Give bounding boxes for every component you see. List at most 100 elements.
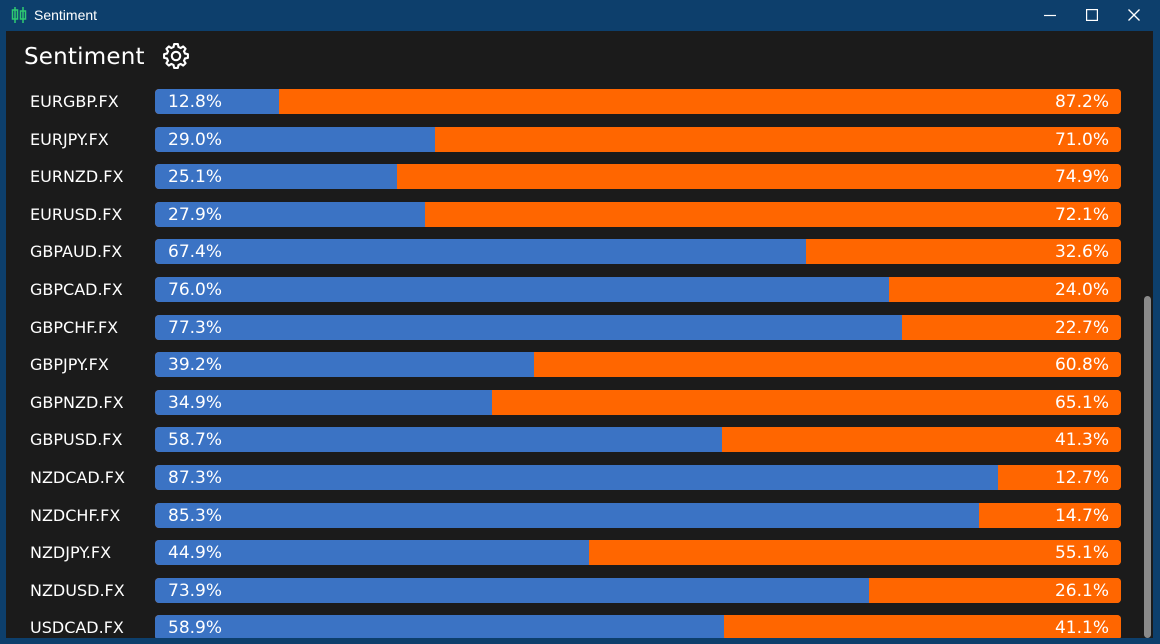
symbol-label: NZDUSD.FX [30, 581, 125, 600]
sentiment-bar[interactable]: 44.9% 55.1% [155, 540, 1121, 565]
sentiment-row: GBPJPY.FX 39.2% 60.8% [6, 352, 1136, 378]
sentiment-row: GBPAUD.FX 67.4% 32.6% [6, 239, 1136, 265]
minimize-icon [1044, 14, 1056, 17]
sentiment-bar[interactable]: 87.3% 12.7% [155, 465, 1121, 490]
short-fill [492, 390, 1121, 415]
long-fill [155, 277, 890, 302]
symbol-label: NZDCHF.FX [30, 506, 121, 525]
long-fill [155, 503, 979, 528]
sentiment-panel: Sentiment EURGBP.FX 12.8% 87.2% EURJPY.FX 29… [6, 31, 1153, 638]
short-fill [533, 352, 1121, 377]
short-fill [868, 578, 1121, 603]
long-percent-label: 76.0% [168, 280, 223, 300]
sentiment-row: GBPCAD.FX 76.0% 24.0% [6, 277, 1136, 303]
maximize-button[interactable] [1069, 0, 1115, 31]
symbol-label: EURNZD.FX [30, 167, 124, 186]
title-bar[interactable]: Sentiment [0, 0, 1160, 31]
short-percent-label: 22.7% [1054, 318, 1109, 338]
symbol-label: EURGBP.FX [30, 92, 119, 111]
symbol-label: USDCAD.FX [30, 618, 124, 637]
sentiment-row: EURUSD.FX 27.9% 72.1% [6, 202, 1136, 228]
long-fill [155, 427, 723, 452]
short-percent-label: 87.2% [1054, 92, 1109, 112]
sentiment-row: NZDCAD.FX 87.3% 12.7% [6, 465, 1136, 491]
short-percent-label: 32.6% [1054, 242, 1109, 262]
sentiment-row: USDCAD.FX 58.9% 41.1% [6, 615, 1136, 638]
page-title: Sentiment [24, 44, 145, 70]
sentiment-bar[interactable]: 12.8% 87.2% [155, 89, 1121, 114]
long-percent-label: 34.9% [168, 393, 223, 413]
sentiment-bar[interactable]: 25.1% 74.9% [155, 164, 1121, 189]
short-percent-label: 65.1% [1054, 393, 1109, 413]
long-fill [155, 540, 589, 565]
symbol-label: GBPCAD.FX [30, 280, 123, 299]
sentiment-row: EURJPY.FX 29.0% 71.0% [6, 127, 1136, 153]
sentiment-bar[interactable]: 67.4% 32.6% [155, 239, 1121, 264]
sentiment-row: EURGBP.FX 12.8% 87.2% [6, 89, 1136, 115]
candlestick-icon [11, 7, 27, 23]
minimize-button[interactable] [1027, 0, 1073, 31]
sentiment-row: NZDCHF.FX 85.3% 14.7% [6, 503, 1136, 529]
vertical-scrollbar[interactable] [1143, 296, 1153, 638]
scrollbar-thumb[interactable] [1144, 296, 1151, 638]
long-fill [155, 164, 398, 189]
sentiment-bar[interactable]: 85.3% 14.7% [155, 503, 1121, 528]
symbol-label: EURJPY.FX [30, 130, 109, 149]
short-fill [722, 427, 1121, 452]
long-percent-label: 77.3% [168, 318, 223, 338]
short-percent-label: 41.3% [1054, 430, 1109, 450]
symbol-label: GBPNZD.FX [30, 393, 124, 412]
long-percent-label: 85.3% [168, 506, 223, 526]
symbol-label: NZDJPY.FX [30, 543, 112, 562]
sentiment-bar[interactable]: 73.9% 26.1% [155, 578, 1121, 603]
long-fill [155, 578, 869, 603]
long-percent-label: 73.9% [168, 581, 223, 601]
long-percent-label: 58.7% [168, 430, 223, 450]
short-fill [424, 202, 1121, 227]
long-percent-label: 27.9% [168, 205, 223, 225]
close-icon [1128, 9, 1140, 21]
sentiment-bar[interactable]: 58.7% 41.3% [155, 427, 1121, 452]
symbol-label: GBPCHF.FX [30, 318, 119, 337]
sentiment-row: GBPUSD.FX 58.7% 41.3% [6, 427, 1136, 453]
sentiment-bar[interactable]: 76.0% 24.0% [155, 277, 1121, 302]
close-button[interactable] [1111, 0, 1157, 31]
sentiment-bar[interactable]: 34.9% 65.1% [155, 390, 1121, 415]
sentiment-bar[interactable]: 39.2% 60.8% [155, 352, 1121, 377]
short-fill [588, 540, 1121, 565]
sentiment-bar[interactable]: 77.3% 22.7% [155, 315, 1121, 340]
maximize-icon [1086, 9, 1098, 21]
long-percent-label: 39.2% [168, 355, 223, 375]
short-percent-label: 12.7% [1054, 468, 1109, 488]
sentiment-row: NZDUSD.FX 73.9% 26.1% [6, 578, 1136, 604]
short-fill [723, 615, 1121, 638]
long-percent-label: 58.9% [168, 618, 223, 638]
sentiment-row: GBPNZD.FX 34.9% 65.1% [6, 390, 1136, 416]
long-percent-label: 87.3% [168, 468, 223, 488]
sentiment-bar[interactable]: 29.0% 71.0% [155, 127, 1121, 152]
sentiment-bar[interactable]: 58.9% 41.1% [155, 615, 1121, 638]
short-fill [806, 239, 1121, 264]
short-percent-label: 14.7% [1054, 506, 1109, 526]
short-fill [278, 89, 1121, 114]
long-fill [155, 127, 436, 152]
short-percent-label: 60.8% [1054, 355, 1109, 375]
short-percent-label: 71.0% [1054, 130, 1109, 150]
sentiment-bar[interactable]: 27.9% 72.1% [155, 202, 1121, 227]
long-fill [155, 89, 279, 114]
long-fill [155, 615, 724, 638]
short-percent-label: 41.1% [1054, 618, 1109, 638]
symbol-label: NZDCAD.FX [30, 468, 125, 487]
short-fill [435, 127, 1121, 152]
short-fill [901, 315, 1121, 340]
short-fill [979, 503, 1121, 528]
short-percent-label: 55.1% [1054, 543, 1109, 563]
symbol-label: GBPAUD.FX [30, 242, 123, 261]
long-percent-label: 29.0% [168, 130, 223, 150]
gear-icon[interactable] [162, 42, 190, 70]
long-percent-label: 25.1% [168, 167, 223, 187]
window-title: Sentiment [34, 7, 98, 23]
long-percent-label: 44.9% [168, 543, 223, 563]
long-fill [155, 465, 999, 490]
sentiment-row: NZDJPY.FX 44.9% 55.1% [6, 540, 1136, 566]
